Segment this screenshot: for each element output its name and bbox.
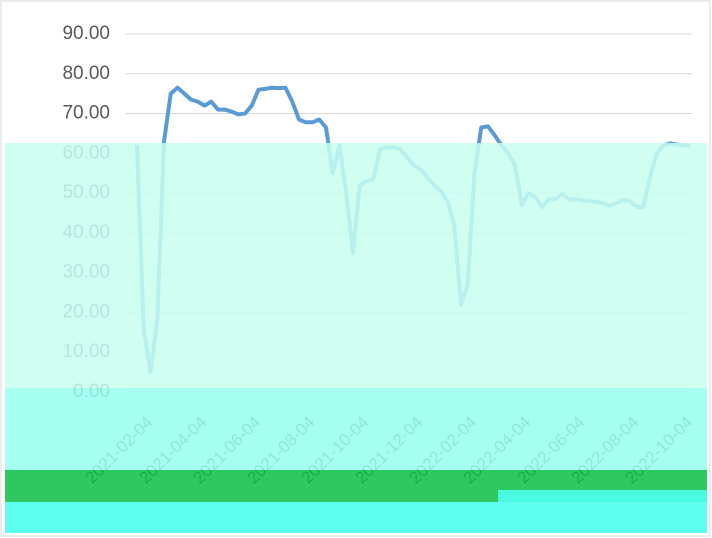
y-tick-label: 80.00 <box>62 63 110 84</box>
y-tick-label: 70.00 <box>62 103 110 124</box>
y-tick-label: 90.00 <box>62 23 110 44</box>
overlay-block <box>5 143 707 388</box>
overlays <box>5 143 707 533</box>
overlay-block <box>5 502 707 533</box>
overlay-block <box>5 388 707 470</box>
overlay-block <box>498 490 707 502</box>
